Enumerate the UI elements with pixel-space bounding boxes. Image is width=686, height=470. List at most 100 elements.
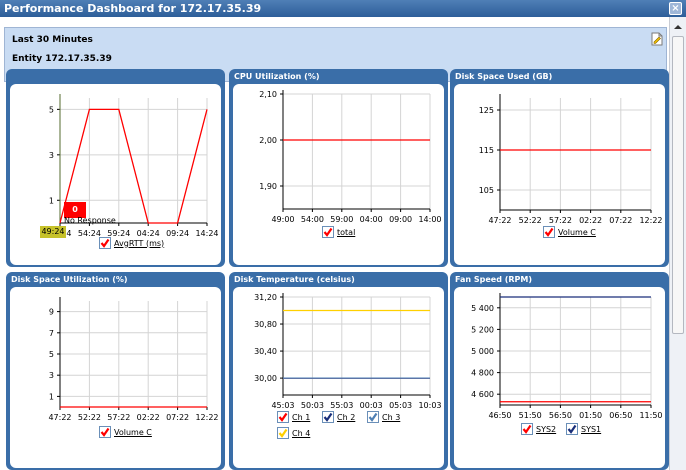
legend-label: Ch 1 xyxy=(292,412,311,422)
x-tick-label: 02:22 xyxy=(579,216,602,225)
y-tick-label: 1,90 xyxy=(259,182,277,191)
selected-x-label: 49:24 xyxy=(40,226,66,238)
x-tick-label: 05:03 xyxy=(389,401,412,410)
legend-item[interactable]: Ch 3 xyxy=(367,411,400,423)
line-chart: 4 600 4 800 5 000 5 200 5 400 46:50 51:50 56:50… xyxy=(471,293,663,420)
scrollbar-thumb[interactable] xyxy=(672,36,684,334)
y-tick-label: 30,40 xyxy=(254,347,277,356)
legend-item[interactable]: Volume C xyxy=(543,226,596,238)
legend-item[interactable]: total xyxy=(322,226,355,238)
line-chart: 30,00 30,40 30,80 31,20 45:03 50:03 55:03 00:03… xyxy=(254,293,442,410)
legend-item[interactable]: Ch 4 xyxy=(277,427,310,439)
x-tick-label: 47:22 xyxy=(488,216,511,225)
vertical-scrollbar[interactable] xyxy=(669,17,686,470)
panel-title: Fan Speed (RPM) xyxy=(455,275,533,284)
y-tick-label: 5 200 xyxy=(471,325,494,334)
x-tick-label: 14:00 xyxy=(418,215,441,224)
line-chart: 105 115 125 47:22 52:22 57:22 02:22 07:22 12:22 xyxy=(479,94,663,225)
y-tick-label: 30,00 xyxy=(254,374,277,383)
y-tick-label: 4 800 xyxy=(471,369,494,378)
x-tick-label: 12:22 xyxy=(195,413,218,422)
y-tick-label: 5 xyxy=(49,350,54,359)
series-checkbox[interactable] xyxy=(521,423,533,435)
chart-panel: 1 3 5 49:24 54:24 59:24 04:24 09:24 14:24 0No Res… xyxy=(6,69,225,267)
series-checkbox[interactable] xyxy=(543,226,555,238)
legend-label: SYS2 xyxy=(536,424,557,434)
x-tick-label: 00:03 xyxy=(360,401,383,410)
checkmark-icon xyxy=(278,428,288,438)
y-tick-label: 1 xyxy=(49,196,54,205)
series-checkbox[interactable] xyxy=(322,226,334,238)
chart-panel: Fan Speed (RPM) 4 600 4 800 5 000 5 200 5 400… xyxy=(450,272,669,470)
edit-note-icon[interactable] xyxy=(651,32,663,46)
checkmark-icon xyxy=(567,424,577,434)
y-tick-label: 105 xyxy=(479,186,494,195)
x-tick-label: 51:50 xyxy=(519,411,542,420)
y-tick-label: 31,20 xyxy=(254,293,277,302)
legend-item[interactable]: SYS2 xyxy=(521,423,556,435)
x-tick-label: 06:50 xyxy=(609,411,632,420)
chart-panel: CPU Utilization (%) 1,90 2,00 2,10 49:00 54:0… xyxy=(229,69,448,267)
checkmark-icon xyxy=(323,412,333,422)
legend-label: Ch 3 xyxy=(382,412,401,422)
series-checkbox[interactable] xyxy=(566,423,578,435)
x-tick-label: 04:00 xyxy=(360,215,383,224)
checkmark-icon xyxy=(278,412,288,422)
x-tick-label: 10:03 xyxy=(418,401,441,410)
chart-area: 1,90 2,00 2,10 49:00 54:00 59:00 04:00 09:00 14:… xyxy=(233,84,444,265)
panel-title: CPU Utilization (%) xyxy=(234,72,320,81)
line-chart: 1,90 2,00 2,10 49:00 54:00 59:00 04:00 09:00 14:… xyxy=(259,90,442,224)
series-checkbox[interactable] xyxy=(277,427,289,439)
legend-item[interactable]: SYS1 xyxy=(566,423,601,435)
x-tick-label: 04:24 xyxy=(137,229,160,238)
legend-item[interactable]: AvgRTT (ms) xyxy=(99,237,164,249)
y-tick-label: 5 xyxy=(49,105,54,114)
x-tick-label: 09:24 xyxy=(166,229,189,238)
legend-item[interactable]: Ch 2 xyxy=(322,411,355,423)
y-tick-label: 115 xyxy=(479,146,494,155)
panel-title: Disk Space Utilization (%) xyxy=(11,275,128,284)
x-tick-label: 11:50 xyxy=(639,411,662,420)
y-tick-label: 1 xyxy=(49,392,54,401)
entity-label: Entity 172.17.35.39 xyxy=(12,54,112,64)
x-tick-label: 01:50 xyxy=(579,411,602,420)
legend-item[interactable]: Volume C xyxy=(99,426,152,438)
x-tick-label: 54:24 xyxy=(78,229,101,238)
checkmark-icon xyxy=(323,227,333,237)
y-tick-label: 125 xyxy=(479,106,494,115)
y-tick-label: 3 xyxy=(49,151,54,160)
chart-panel: Disk Temperature (celsius) 30,00 30,40 30,8… xyxy=(229,272,448,470)
series-checkbox[interactable] xyxy=(99,237,111,249)
y-tick-label: 7 xyxy=(49,329,54,338)
x-tick-label: 59:24 xyxy=(107,229,130,238)
time-range-label: Last 30 Minutes xyxy=(12,35,93,45)
series-checkbox[interactable] xyxy=(367,411,379,423)
tooltip-note: No Response xyxy=(64,216,116,225)
legend-item[interactable]: Ch 1 xyxy=(277,411,310,423)
checkmark-icon xyxy=(100,238,110,248)
x-tick-label: 14:24 xyxy=(195,229,218,238)
series-checkbox[interactable] xyxy=(277,411,289,423)
x-tick-label: 45:03 xyxy=(271,401,294,410)
legend-label: Volume C xyxy=(558,227,596,237)
series-checkbox[interactable] xyxy=(99,426,111,438)
x-tick-label: 56:50 xyxy=(549,411,572,420)
panel-title: Disk Space Used (GB) xyxy=(455,72,553,81)
close-button[interactable]: × xyxy=(669,2,682,15)
chart-panel: Disk Space Utilization (%) 1 3 5 7 9 47:22 52:2… xyxy=(6,272,225,470)
scroll-up-arrow-icon[interactable] xyxy=(671,21,685,33)
legend-label: Ch 2 xyxy=(337,412,356,422)
y-tick-label: 2,10 xyxy=(259,90,277,99)
x-tick-label: 54:00 xyxy=(301,215,324,224)
y-tick-label: 4 600 xyxy=(471,390,494,399)
chart-panel: Disk Space Used (GB) 105 115 125 47:22 52:22 5… xyxy=(450,69,669,267)
panel-title: Disk Temperature (celsius) xyxy=(234,275,355,284)
x-tick-label: 55:03 xyxy=(330,401,353,410)
chart-area: 105 115 125 47:22 52:22 57:22 02:22 07:22 12:22 V… xyxy=(454,84,665,265)
x-tick-label: 50:03 xyxy=(301,401,324,410)
series-checkbox[interactable] xyxy=(322,411,334,423)
x-tick-label: 52:22 xyxy=(78,413,101,422)
x-tick-label: 57:22 xyxy=(549,216,572,225)
title-bar: Performance Dashboard for 172.17.35.39 × xyxy=(0,0,686,17)
legend-label: total xyxy=(337,227,356,237)
